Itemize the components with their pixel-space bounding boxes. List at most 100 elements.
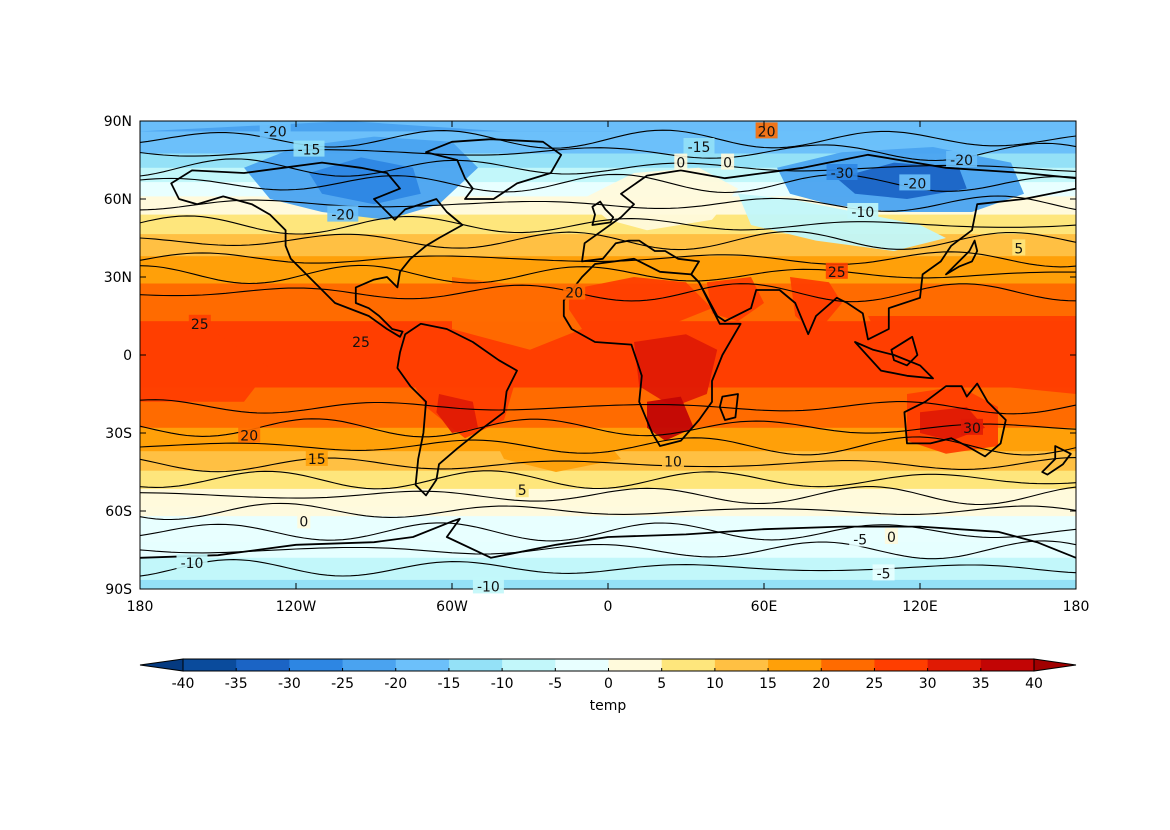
contour-lines xyxy=(140,129,1076,577)
contour-line-16 xyxy=(140,502,1076,521)
lat-tick-label: 30S xyxy=(105,426,132,442)
contour-line-2 xyxy=(140,158,1076,177)
contour-label: 5 xyxy=(1014,241,1023,257)
anomaly-sahara-hot xyxy=(569,277,712,335)
contour-label: -20 xyxy=(264,124,287,140)
colorbar-tick-label: -40 xyxy=(172,676,195,692)
colorbar-over-extend xyxy=(1033,658,1077,672)
coastline-uk xyxy=(591,200,615,226)
coastline-antarctica xyxy=(140,517,1076,559)
contour-label: 30 xyxy=(963,421,981,437)
contour-label: -30 xyxy=(831,166,854,182)
coastline-north-america xyxy=(170,161,464,338)
colorbar-swatch xyxy=(448,659,503,671)
contour-label: 15 xyxy=(308,452,326,468)
colorbar-tick-label: 0 xyxy=(604,676,613,692)
contour-label-bg xyxy=(825,262,848,279)
colorbar-tick-labels: -40 -35 -30 -25 -20 -15 -10 -5 0 5 10 15 20 25 30 35 40 xyxy=(172,668,1043,692)
lat-tick-label: 90N xyxy=(104,114,132,130)
contour-line-4 xyxy=(140,195,1076,212)
lon-tick-label: 60E xyxy=(751,599,778,615)
contour-line-14 xyxy=(140,470,1076,490)
contour-label: -10 xyxy=(851,205,874,221)
contour-label: 20 xyxy=(240,429,258,445)
contour-line-6 xyxy=(140,230,1076,251)
colorbar-swatch xyxy=(342,659,397,671)
contour-label-bg xyxy=(238,426,261,443)
contour-line-10 xyxy=(140,399,1076,415)
contour-label: 0 xyxy=(887,530,896,546)
contour-label: -20 xyxy=(950,153,973,169)
contour-labels: -20 -15 -20 -15 20 0 0 -20 -30 -20 -10 5 25 25 20 25 20 1… xyxy=(176,122,1026,595)
contour-label: 0 xyxy=(676,156,685,172)
colorbar-swatches xyxy=(139,658,1077,672)
anomaly-arabia-hot xyxy=(706,277,764,322)
lon-tick-label: 60W xyxy=(436,599,468,615)
contour-label-bg xyxy=(961,418,983,435)
coastline-borneo-newguinea xyxy=(890,335,919,367)
anomaly-atlantic-warm-patch xyxy=(452,277,582,350)
lat-tick-label: 60S xyxy=(105,504,132,520)
contour-label-bg xyxy=(683,138,715,154)
contour-line-7 xyxy=(140,251,1076,268)
coastline-africa xyxy=(562,257,742,447)
colorbar-tick-label: 25 xyxy=(866,676,884,692)
colorbar-tick-label: 35 xyxy=(972,676,990,692)
contour-label-bg xyxy=(674,153,688,170)
contour-label-bg xyxy=(755,122,778,139)
contour-line-12 xyxy=(140,436,1076,456)
anomaly-south-america-hotter xyxy=(436,394,478,433)
contour-label-bg xyxy=(176,554,208,570)
contour-label-bg xyxy=(563,283,586,300)
contour-line-11 xyxy=(140,418,1076,438)
contour-line-5 xyxy=(140,215,1076,235)
contour-label-bg xyxy=(515,481,529,498)
anomaly-arctic-cold-top xyxy=(140,121,1076,153)
contour-label-bg xyxy=(327,205,359,222)
colorbar-swatch xyxy=(927,659,982,671)
colorbar-swatch xyxy=(768,659,822,671)
colorbar-tick-label: 15 xyxy=(759,676,777,692)
contour-label: 25 xyxy=(191,317,209,333)
contour-label: -5 xyxy=(877,566,891,582)
anomaly-arctic-cold-na-core xyxy=(309,157,421,205)
contour-label-bg xyxy=(847,203,879,219)
colorbar-swatch xyxy=(714,659,769,671)
contour-label-bg xyxy=(188,314,211,331)
colorbar-swatch xyxy=(661,659,716,671)
contour-label-bg xyxy=(1012,239,1026,256)
colorbar-swatch xyxy=(236,659,290,671)
contour-line-19 xyxy=(140,559,1076,577)
contour-label: -20 xyxy=(903,176,926,192)
contour-label: 0 xyxy=(723,156,732,172)
lat-tick-label: 60N xyxy=(104,192,132,208)
colorbar-swatch xyxy=(555,659,609,671)
colorbar-swatch xyxy=(289,659,344,671)
anomaly-central-africa-hot xyxy=(634,334,718,407)
colorbar-tick-label: 10 xyxy=(706,676,724,692)
coastline-eurasia xyxy=(581,153,1076,341)
contour-label-bg xyxy=(884,528,898,544)
latitude-tick-labels: 90N 60N 30N 0 30S 60S 90S xyxy=(104,114,132,598)
colorbar-tick-label: 20 xyxy=(812,676,830,692)
anomaly-south-atlantic-cool xyxy=(491,427,621,472)
colorbar-tick-label: 40 xyxy=(1025,676,1043,692)
colorbar-tick-label: 30 xyxy=(919,676,937,692)
temperature-band-14 xyxy=(140,470,1076,490)
coastline-greenland xyxy=(425,138,563,200)
lat-tick-label: 0 xyxy=(123,348,132,364)
contour-label-bg xyxy=(472,577,504,594)
contour-label-bg xyxy=(297,512,311,529)
lon-tick-label: 180 xyxy=(1063,599,1090,615)
contour-label: 5 xyxy=(518,483,527,499)
colorbar-tick-label: -35 xyxy=(225,676,248,692)
coastline-south-america xyxy=(396,322,518,497)
contour-line-17 xyxy=(140,522,1076,542)
contour-label: 25 xyxy=(352,335,370,351)
colorbar-swatch xyxy=(980,659,1035,671)
contour-label-bg xyxy=(872,564,895,581)
anomaly-west-pacific-warm xyxy=(868,316,1076,394)
contour-label: 25 xyxy=(828,265,846,281)
contour-label: 0 xyxy=(299,514,308,530)
colorbar-tick-label: -20 xyxy=(384,676,407,692)
